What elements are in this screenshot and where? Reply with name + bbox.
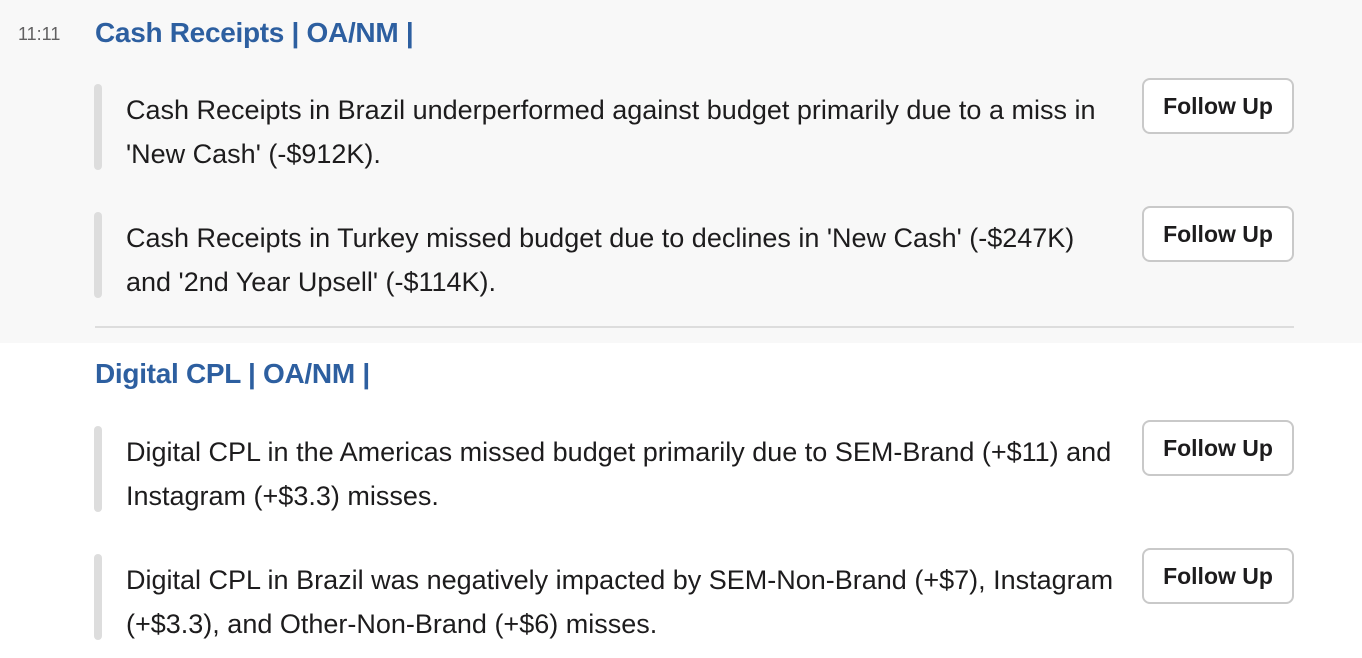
quote-bar (94, 212, 102, 298)
insight-text: Digital CPL in Brazil was negatively imp… (126, 565, 1114, 639)
follow-up-button[interactable]: Follow Up (1142, 548, 1294, 604)
divider (95, 326, 1294, 328)
quote-bar (94, 426, 102, 512)
insight-item: Cash Receipts in Brazil underperformed a… (94, 78, 1294, 170)
follow-up-button[interactable]: Follow Up (1142, 420, 1294, 476)
insight-item: Digital CPL in Brazil was negatively imp… (94, 548, 1294, 640)
message-digital-cpl: Digital CPL | OA/NM | Digital CPL in the… (0, 343, 1362, 658)
insight-item: Cash Receipts in Turkey missed budget du… (94, 206, 1294, 298)
message-timestamp[interactable]: 11:11 (18, 24, 61, 44)
follow-up-button[interactable]: Follow Up (1142, 78, 1294, 134)
insight-text: Cash Receipts in Brazil underperformed a… (126, 95, 1096, 169)
follow-up-button[interactable]: Follow Up (1142, 206, 1294, 262)
quote-bar (94, 554, 102, 640)
insight-item: Digital CPL in the Americas missed budge… (94, 420, 1294, 512)
section-title-digital-cpl[interactable]: Digital CPL | OA/NM | (95, 358, 370, 389)
insight-text: Cash Receipts in Turkey missed budget du… (126, 223, 1075, 297)
quote-bar (94, 84, 102, 170)
insight-text: Digital CPL in the Americas missed budge… (126, 437, 1112, 511)
section-title-cash-receipts[interactable]: Cash Receipts | OA/NM | (95, 17, 414, 48)
message-cash-receipts: 11:11 Cash Receipts | OA/NM | Cash Recei… (18, 17, 1294, 328)
